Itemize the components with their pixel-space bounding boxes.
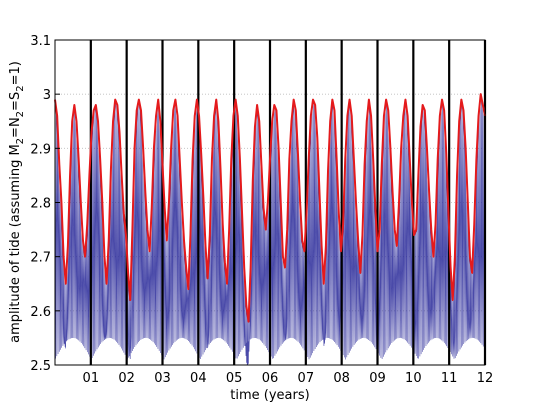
y-tick-label: 2.6 xyxy=(30,305,51,320)
envelope-series xyxy=(54,93,486,323)
y-tick-label: 2.9 xyxy=(30,142,51,157)
x-tick-label: 03 xyxy=(154,371,171,386)
x-tick-label: 08 xyxy=(333,371,350,386)
x-axis-label: time (years) xyxy=(230,388,309,403)
y-tick-label: 2.5 xyxy=(30,359,51,374)
year-marker-lines xyxy=(89,40,487,365)
y-tick-label: 3 xyxy=(43,88,51,103)
y-axis-label: amplitude of tide (assuming M2=N2=S2=1) xyxy=(8,61,26,343)
y-tick-label: 2.7 xyxy=(30,251,51,266)
y-tick-label: 3.1 xyxy=(30,34,51,49)
x-tick-label: 06 xyxy=(262,371,279,386)
y-label-text: amplitude of tide (assuming M xyxy=(8,144,23,343)
y-label-subscript: 2 xyxy=(15,138,26,144)
x-tick-label: 07 xyxy=(298,371,315,386)
x-tick-label: 04 xyxy=(190,371,207,386)
y-label-text: =S xyxy=(8,92,23,111)
x-tick-label: 01 xyxy=(83,371,100,386)
y-label-subscript: 2 xyxy=(15,85,26,91)
y-tick-label: 2.8 xyxy=(30,197,51,212)
x-tick-label: 05 xyxy=(226,371,243,386)
x-tick-label: 12 xyxy=(477,371,494,386)
y-label-text: =N xyxy=(8,117,23,138)
y-label-text: =1) xyxy=(8,61,23,85)
x-axis-ticks: 01 02 03 04 05 06 07 08 09 10 11 12 xyxy=(83,360,494,386)
envelope-line xyxy=(54,93,486,323)
x-tick-label: 11 xyxy=(441,371,458,386)
y-label-subscript: 2 xyxy=(15,111,26,117)
x-tick-label: 10 xyxy=(405,371,422,386)
x-tick-label: 09 xyxy=(369,371,386,386)
y-axis-ticks: 2.5 2.6 2.7 2.8 2.9 3 3.1 xyxy=(30,34,60,374)
x-tick-label: 02 xyxy=(118,371,135,386)
